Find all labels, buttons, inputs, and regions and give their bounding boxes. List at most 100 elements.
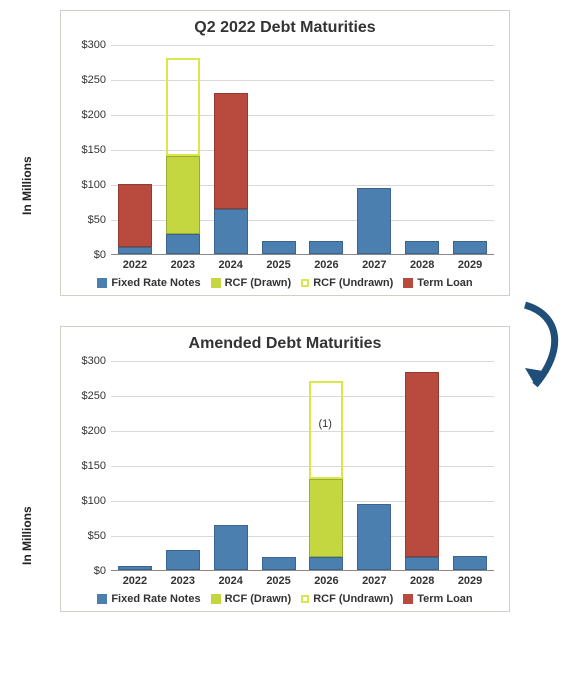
bar-slot bbox=[405, 45, 439, 254]
legend-item-rcf_undrawn: RCF (Undrawn) bbox=[301, 593, 393, 605]
legend-swatch bbox=[403, 278, 413, 288]
bar-segment-fixed_rate bbox=[166, 234, 200, 254]
bar-segment-fixed_rate bbox=[118, 247, 152, 254]
x-tick: 2025 bbox=[262, 259, 296, 271]
y-axis-label-2: In Millions bbox=[20, 506, 34, 565]
y-tick: $0 bbox=[66, 249, 106, 261]
y-tick: $50 bbox=[66, 214, 106, 226]
y-axis-label-1: In Millions bbox=[20, 156, 34, 215]
legend-label: RCF (Undrawn) bbox=[313, 593, 393, 605]
bar-segment-rcf_undrawn bbox=[309, 381, 343, 479]
bar-slot bbox=[453, 45, 487, 254]
legend-swatch bbox=[97, 594, 107, 604]
plot-area-2: $0$50$100$150$200$250$300(1) bbox=[111, 361, 494, 571]
bar-slot bbox=[118, 45, 152, 254]
chart-title-1: Q2 2022 Debt Maturities bbox=[71, 19, 499, 37]
bar-segment-fixed_rate bbox=[118, 566, 152, 570]
legend-label: Fixed Rate Notes bbox=[111, 277, 200, 289]
bar-segment-fixed_rate bbox=[405, 241, 439, 254]
bar-segment-fixed_rate bbox=[214, 525, 248, 571]
x-tick: 2029 bbox=[453, 575, 487, 587]
bar-segment-fixed_rate bbox=[262, 557, 296, 570]
legend-1: Fixed Rate Notes RCF (Drawn) RCF (Undrawn)… bbox=[71, 277, 499, 289]
bar-slot bbox=[118, 361, 152, 570]
legend-swatch bbox=[301, 279, 309, 287]
bar-segment-fixed_rate bbox=[262, 241, 296, 254]
x-tick: 2026 bbox=[309, 259, 343, 271]
legend-swatch bbox=[211, 278, 221, 288]
bars-group bbox=[111, 45, 494, 254]
x-tick: 2022 bbox=[118, 259, 152, 271]
bar-slot bbox=[166, 45, 200, 254]
chart-annotation: (1) bbox=[318, 418, 331, 430]
x-tick: 2027 bbox=[357, 259, 391, 271]
legend-swatch bbox=[97, 278, 107, 288]
y-tick: $50 bbox=[66, 530, 106, 542]
bar-slot bbox=[214, 361, 248, 570]
x-labels-1: 20222023202420252026202720282029 bbox=[111, 259, 494, 271]
bar-slot bbox=[357, 361, 391, 570]
legend-item-term_loan: Term Loan bbox=[403, 277, 472, 289]
legend-swatch bbox=[301, 595, 309, 603]
bar-segment-rcf_drawn bbox=[166, 156, 200, 234]
bars-group bbox=[111, 361, 494, 570]
chart-title-2: Amended Debt Maturities bbox=[71, 335, 499, 353]
bar-slot bbox=[309, 45, 343, 254]
bar-segment-fixed_rate bbox=[309, 557, 343, 570]
bar-slot bbox=[405, 361, 439, 570]
legend-label: Fixed Rate Notes bbox=[111, 593, 200, 605]
y-tick: $150 bbox=[66, 460, 106, 472]
figure-container: In Millions Q2 2022 Debt Maturities $0$5… bbox=[10, 10, 553, 612]
plot-area-1: $0$50$100$150$200$250$300 bbox=[111, 45, 494, 255]
bar-segment-fixed_rate bbox=[166, 550, 200, 570]
legend-item-term_loan: Term Loan bbox=[403, 593, 472, 605]
legend-item-rcf_drawn: RCF (Drawn) bbox=[211, 593, 292, 605]
bar-slot bbox=[357, 45, 391, 254]
bar-segment-rcf_drawn bbox=[309, 479, 343, 557]
legend-label: RCF (Drawn) bbox=[225, 593, 292, 605]
bar-slot bbox=[262, 361, 296, 570]
y-tick: $250 bbox=[66, 390, 106, 402]
bar-slot bbox=[309, 361, 343, 570]
y-tick: $200 bbox=[66, 109, 106, 121]
legend-item-fixed_rate: Fixed Rate Notes bbox=[97, 593, 200, 605]
bar-segment-fixed_rate bbox=[453, 241, 487, 254]
y-tick: $100 bbox=[66, 495, 106, 507]
bar-segment-fixed_rate bbox=[309, 241, 343, 254]
bar-segment-fixed_rate bbox=[405, 557, 439, 570]
x-tick: 2024 bbox=[214, 259, 248, 271]
chart-panel-2: Amended Debt Maturities $0$50$100$150$20… bbox=[60, 326, 510, 612]
bar-segment-fixed_rate bbox=[357, 188, 391, 255]
x-tick: 2028 bbox=[405, 575, 439, 587]
x-tick: 2024 bbox=[214, 575, 248, 587]
bar-segment-rcf_undrawn bbox=[166, 58, 200, 156]
bar-segment-term_loan bbox=[118, 184, 152, 247]
y-tick: $100 bbox=[66, 179, 106, 191]
legend-label: Term Loan bbox=[417, 593, 472, 605]
x-tick: 2028 bbox=[405, 259, 439, 271]
legend-label: RCF (Undrawn) bbox=[313, 277, 393, 289]
x-tick: 2029 bbox=[453, 259, 487, 271]
bar-slot bbox=[262, 45, 296, 254]
bar-slot bbox=[166, 361, 200, 570]
legend-item-rcf_undrawn: RCF (Undrawn) bbox=[301, 277, 393, 289]
y-tick: $250 bbox=[66, 74, 106, 86]
legend-swatch bbox=[211, 594, 221, 604]
x-tick: 2025 bbox=[262, 575, 296, 587]
y-tick: $300 bbox=[66, 355, 106, 367]
x-tick: 2026 bbox=[309, 575, 343, 587]
bar-segment-fixed_rate bbox=[214, 209, 248, 255]
legend-swatch bbox=[403, 594, 413, 604]
bar-segment-fixed_rate bbox=[453, 556, 487, 570]
legend-item-rcf_drawn: RCF (Drawn) bbox=[211, 277, 292, 289]
bar-segment-term_loan bbox=[405, 372, 439, 558]
legend-2: Fixed Rate Notes RCF (Drawn) RCF (Undrawn)… bbox=[71, 593, 499, 605]
y-tick: $0 bbox=[66, 565, 106, 577]
y-tick: $150 bbox=[66, 144, 106, 156]
legend-label: RCF (Drawn) bbox=[225, 277, 292, 289]
x-tick: 2022 bbox=[118, 575, 152, 587]
x-tick: 2023 bbox=[166, 575, 200, 587]
y-tick: $300 bbox=[66, 39, 106, 51]
bar-slot bbox=[453, 361, 487, 570]
chart-panel-1: Q2 2022 Debt Maturities $0$50$100$150$20… bbox=[60, 10, 510, 296]
